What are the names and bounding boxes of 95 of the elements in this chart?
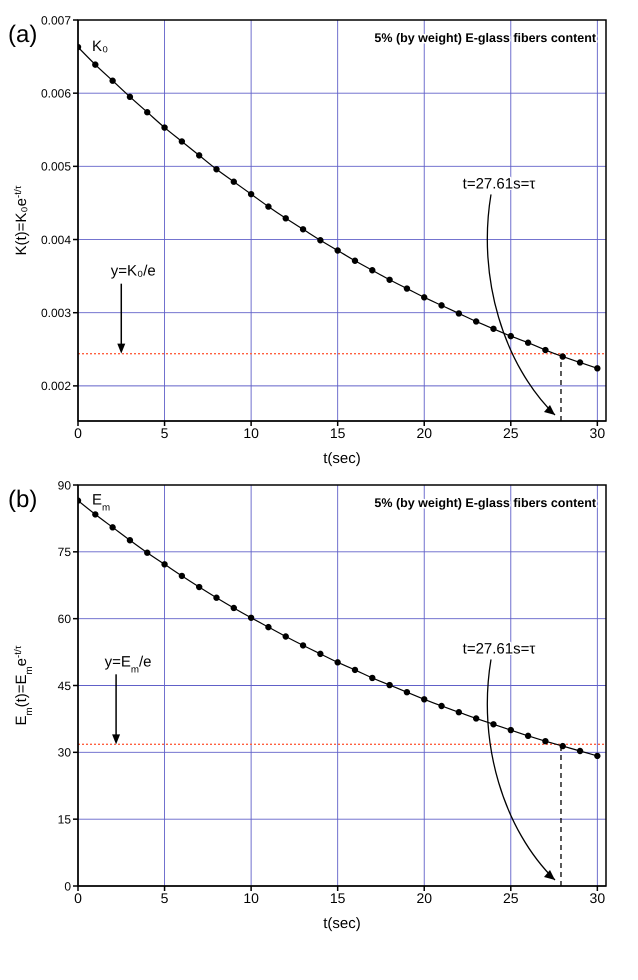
point — [213, 594, 220, 601]
y-tick-label: 0.002 — [40, 379, 72, 394]
point — [404, 688, 410, 696]
annotation: K₀ — [92, 38, 108, 56]
point — [126, 537, 134, 544]
point — [230, 178, 238, 185]
point — [456, 709, 462, 716]
point — [265, 624, 272, 630]
point — [472, 715, 480, 722]
point — [508, 726, 514, 734]
y-tick-label: 45 — [58, 678, 72, 693]
point — [248, 614, 254, 621]
x-tick-label: 20 — [416, 424, 432, 441]
point — [421, 696, 428, 703]
point — [213, 166, 220, 172]
x-tick-label: 5 — [160, 890, 169, 906]
x-tick-label: 25 — [503, 424, 519, 441]
point — [265, 203, 272, 210]
y-tick-label: 75 — [58, 545, 72, 560]
point — [576, 359, 584, 366]
x-tick-label: 30 — [590, 424, 606, 441]
point — [576, 748, 584, 754]
y-tick-label: 0.006 — [40, 86, 72, 100]
text: (b) — [8, 486, 38, 513]
point — [560, 742, 566, 750]
point — [92, 61, 99, 68]
point — [594, 365, 601, 372]
x-tick-label: 10 — [243, 890, 260, 906]
point — [92, 511, 99, 518]
point — [438, 702, 445, 710]
point — [594, 752, 601, 760]
x-tick-label: 0 — [74, 890, 82, 906]
x-tick-label: 0 — [74, 424, 82, 441]
point — [404, 285, 410, 292]
point — [161, 124, 168, 131]
y-tick-label: 60 — [58, 612, 72, 626]
point — [248, 190, 254, 198]
x-tick-label: 20 — [416, 890, 432, 906]
point — [144, 109, 150, 116]
point — [352, 258, 358, 264]
point — [317, 237, 324, 244]
point — [334, 247, 341, 254]
y-tick-label: 0 — [64, 879, 72, 894]
x-tick-label: 10 — [243, 424, 260, 441]
y-tick-label: 0.005 — [40, 160, 72, 174]
point — [386, 682, 393, 688]
point — [282, 633, 289, 640]
x-axis-title: t(sec) — [323, 915, 361, 932]
point — [508, 332, 514, 340]
annotation: y=E$_{m}$/e — [104, 653, 152, 675]
point — [282, 215, 289, 222]
point — [352, 666, 358, 674]
point — [472, 318, 480, 325]
y-tick-label: 0.003 — [40, 306, 72, 320]
point — [196, 584, 202, 590]
annotation: E$_{m}$ — [92, 492, 110, 514]
point — [109, 78, 116, 84]
x-tick-label: 15 — [330, 424, 346, 441]
point — [421, 294, 428, 301]
y-tick-label: 15 — [58, 812, 72, 826]
point — [144, 550, 150, 556]
point — [230, 604, 238, 612]
point — [490, 326, 497, 332]
point — [317, 650, 324, 658]
y-tick-label: 30 — [58, 746, 72, 760]
point — [178, 572, 186, 580]
x-tick-label: 5 — [160, 424, 169, 441]
point — [456, 310, 462, 317]
point — [542, 346, 549, 354]
point — [196, 152, 202, 159]
y-tick-label: 90 — [58, 478, 72, 492]
y-tick-label: 0.004 — [40, 232, 72, 247]
x-tick-label: 25 — [503, 890, 519, 906]
point — [542, 738, 549, 744]
point — [109, 524, 116, 531]
point — [126, 94, 134, 100]
text: (a) — [8, 21, 38, 48]
x-tick-label: 30 — [590, 890, 606, 906]
point — [524, 732, 532, 740]
point — [300, 642, 306, 649]
point — [178, 138, 186, 145]
point — [369, 674, 376, 682]
point — [490, 721, 497, 728]
x-axis-title: t(sec) — [323, 450, 361, 467]
point — [438, 302, 445, 309]
point — [334, 659, 341, 666]
x-tick-label: 15 — [330, 890, 346, 906]
y-tick-label: 0.007 — [40, 13, 72, 28]
annotation: y=K₀/e — [110, 262, 156, 280]
point — [560, 353, 566, 360]
point — [369, 267, 376, 274]
point — [300, 226, 306, 232]
point — [524, 340, 532, 346]
point — [386, 276, 393, 283]
point — [161, 561, 168, 568]
